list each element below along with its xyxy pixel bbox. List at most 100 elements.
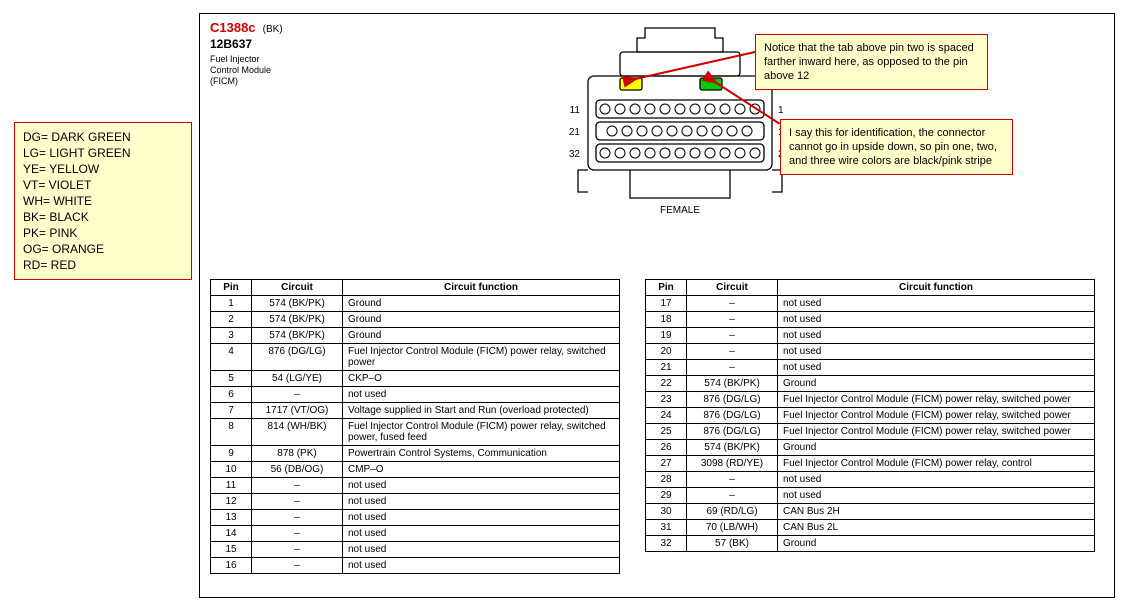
cell-circuit: 876 (DG/LG) [687, 408, 778, 424]
cell-circuit: 69 (RD/LG) [687, 504, 778, 520]
cell-function: CKP–O [343, 371, 620, 387]
cell-circuit: 878 (PK) [252, 446, 343, 462]
cell-circuit: 56 (DB/OG) [252, 462, 343, 478]
cell-function: Fuel Injector Control Module (FICM) powe… [778, 392, 1095, 408]
th-circuit: Circuit [252, 280, 343, 296]
arrow-to-green-tab [700, 64, 820, 124]
cell-function: Ground [778, 536, 1095, 552]
cell-function: not used [778, 472, 1095, 488]
cell-circuit: 574 (BK/PK) [687, 440, 778, 456]
cell-circuit: – [687, 328, 778, 344]
legend-line: LG= LIGHT GREEN [23, 145, 183, 161]
cell-circuit: 70 (LB/WH) [687, 520, 778, 536]
cell-pin: 5 [211, 371, 252, 387]
cell-pin: 17 [646, 296, 687, 312]
cell-function: not used [778, 328, 1095, 344]
cell-pin: 9 [211, 446, 252, 462]
table-row: 17–not used [646, 296, 1095, 312]
table-row: 25876 (DG/LG)Fuel Injector Control Modul… [646, 424, 1095, 440]
cell-pin: 25 [646, 424, 687, 440]
table-row: 8814 (WH/BK)Fuel Injector Control Module… [211, 419, 620, 446]
table-row: 12–not used [211, 494, 620, 510]
cell-circuit: 574 (BK/PK) [687, 376, 778, 392]
pin-label-32: 32 [569, 149, 581, 160]
cell-pin: 11 [211, 478, 252, 494]
th-function: Circuit function [343, 280, 620, 296]
part-description: Fuel Injector Control Module (FICM) [210, 54, 283, 87]
cell-circuit: – [252, 558, 343, 574]
th-circuit: Circuit [687, 280, 778, 296]
cell-circuit: 814 (WH/BK) [252, 419, 343, 446]
diagram-frame: C1388c (BK) 12B637 Fuel Injector Control… [199, 13, 1115, 598]
cell-function: CAN Bus 2H [778, 504, 1095, 520]
cell-circuit: 3098 (RD/YE) [687, 456, 778, 472]
cell-function: Fuel Injector Control Module (FICM) powe… [343, 344, 620, 371]
table-row: 1056 (DB/OG)CMP–O [211, 462, 620, 478]
th-function: Circuit function [778, 280, 1095, 296]
table-row: 19–not used [646, 328, 1095, 344]
cell-function: Ground [343, 328, 620, 344]
table-row: 23876 (DG/LG)Fuel Injector Control Modul… [646, 392, 1095, 408]
pinout-table-right: Pin Circuit Circuit function 17–not used… [645, 279, 1095, 552]
cell-pin: 8 [211, 419, 252, 446]
cell-pin: 21 [646, 360, 687, 376]
cell-pin: 20 [646, 344, 687, 360]
cell-function: not used [778, 488, 1095, 504]
cell-pin: 1 [211, 296, 252, 312]
cell-circuit: – [252, 526, 343, 542]
cell-function: Fuel Injector Control Module (FICM) powe… [343, 419, 620, 446]
cell-function: not used [778, 344, 1095, 360]
table-row: 1574 (BK/PK)Ground [211, 296, 620, 312]
legend-line: OG= ORANGE [23, 241, 183, 257]
table-row: 20–not used [646, 344, 1095, 360]
header: C1388c (BK) 12B637 Fuel Injector Control… [210, 20, 283, 87]
cell-pin: 3 [211, 328, 252, 344]
cell-pin: 23 [646, 392, 687, 408]
cell-circuit: – [252, 387, 343, 403]
table-row: 16–not used [211, 558, 620, 574]
cell-pin: 13 [211, 510, 252, 526]
cell-function: not used [343, 526, 620, 542]
cell-pin: 10 [211, 462, 252, 478]
table-row: 28–not used [646, 472, 1095, 488]
table-row: 554 (LG/YE)CKP–O [211, 371, 620, 387]
cell-pin: 27 [646, 456, 687, 472]
cell-circuit: – [252, 478, 343, 494]
cell-pin: 24 [646, 408, 687, 424]
table-row: 2574 (BK/PK)Ground [211, 312, 620, 328]
legend-line: YE= YELLOW [23, 161, 183, 177]
table-row: 3257 (BK)Ground [646, 536, 1095, 552]
cell-function: Fuel Injector Control Module (FICM) powe… [778, 408, 1095, 424]
cell-function: Fuel Injector Control Module (FICM) powe… [778, 456, 1095, 472]
cell-circuit: 876 (DG/LG) [687, 424, 778, 440]
legend-line: PK= PINK [23, 225, 183, 241]
cell-circuit: 574 (BK/PK) [252, 328, 343, 344]
cell-pin: 28 [646, 472, 687, 488]
cell-circuit: 57 (BK) [687, 536, 778, 552]
cell-circuit: 876 (DG/LG) [252, 344, 343, 371]
cell-circuit: – [687, 312, 778, 328]
cell-circuit: – [687, 344, 778, 360]
cell-pin: 16 [211, 558, 252, 574]
cell-circuit: – [687, 488, 778, 504]
table-row: 9878 (PK)Powertrain Control Systems, Com… [211, 446, 620, 462]
table-row: 3069 (RD/LG)CAN Bus 2H [646, 504, 1095, 520]
table-row: 29–not used [646, 488, 1095, 504]
cell-pin: 14 [211, 526, 252, 542]
table-row: 11–not used [211, 478, 620, 494]
pinout-table-left: Pin Circuit Circuit function 1574 (BK/PK… [210, 279, 620, 574]
cell-function: CMP–O [343, 462, 620, 478]
legend-line: RD= RED [23, 257, 183, 273]
cell-pin: 32 [646, 536, 687, 552]
cell-function: Ground [343, 312, 620, 328]
cell-function: Fuel Injector Control Module (FICM) powe… [778, 424, 1095, 440]
cell-pin: 26 [646, 440, 687, 456]
table-row: 22574 (BK/PK)Ground [646, 376, 1095, 392]
table-row: 273098 (RD/YE)Fuel Injector Control Modu… [646, 456, 1095, 472]
table-row: 14–not used [211, 526, 620, 542]
cell-function: Ground [778, 440, 1095, 456]
pin-label-11: 11 [570, 105, 581, 116]
legend-line: BK= BLACK [23, 209, 183, 225]
pin-label-21: 21 [569, 127, 581, 138]
part-number: 12B637 [210, 37, 283, 51]
